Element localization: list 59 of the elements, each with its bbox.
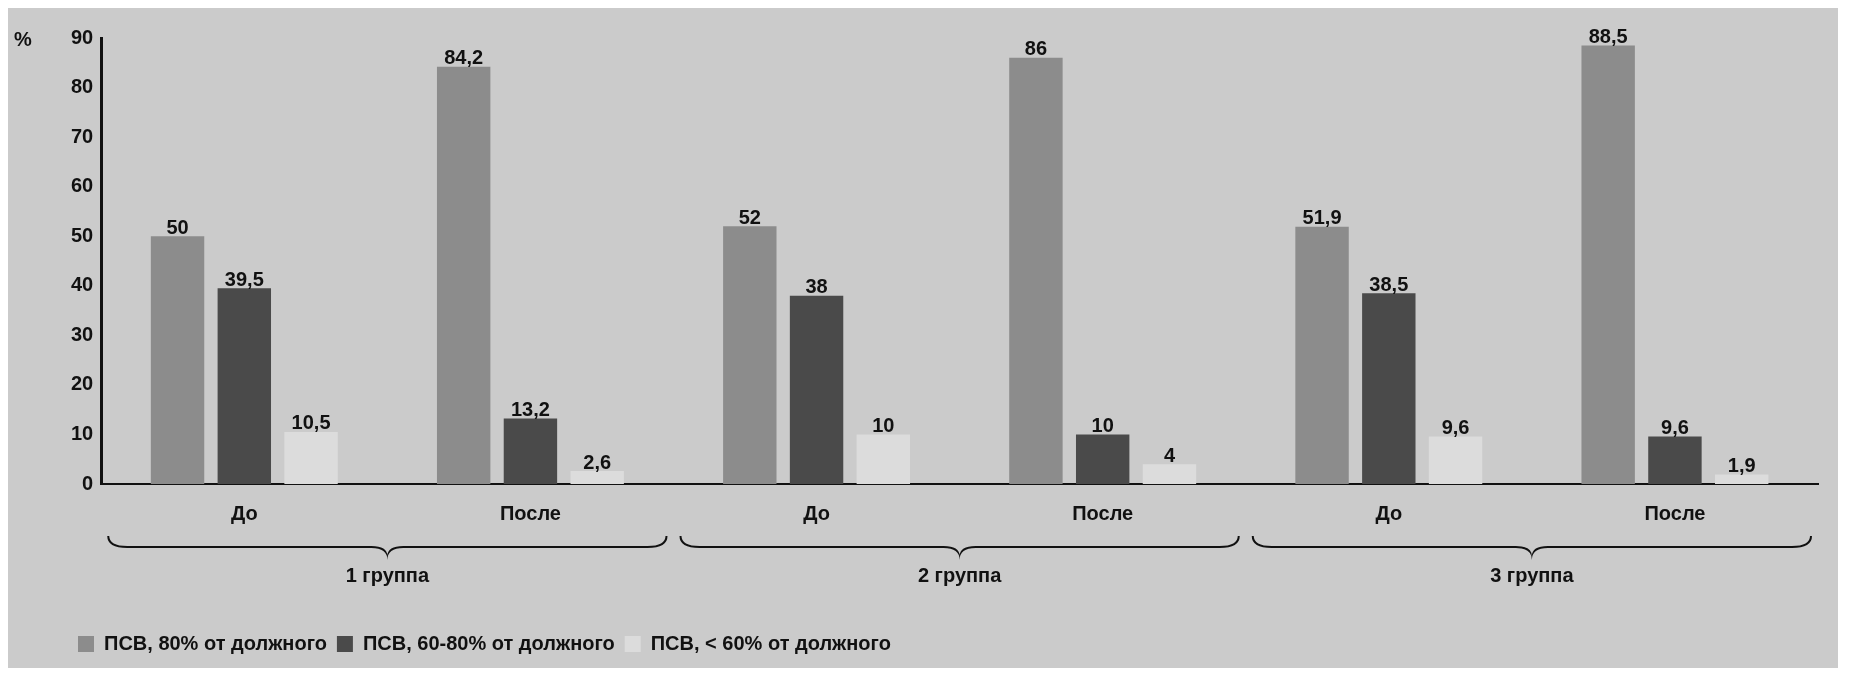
legend-label: ПСВ, 80% от должного — [104, 631, 327, 654]
bar — [1428, 436, 1483, 484]
y-tick-label: 50 — [71, 223, 94, 246]
bar — [856, 434, 911, 484]
data-label: 51,9 — [1302, 206, 1342, 229]
x-tick-label: До — [230, 501, 258, 524]
bar — [570, 471, 624, 484]
bar — [284, 431, 338, 484]
data-label: 52 — [738, 205, 761, 228]
legend-label: ПСВ, 60-80% от должного — [362, 631, 615, 654]
x-tick-label: До — [1375, 501, 1403, 524]
y-tick-label: 30 — [71, 322, 94, 345]
data-label: 4 — [1163, 443, 1176, 466]
bar — [150, 236, 205, 484]
y-tick-label: 10 — [71, 421, 94, 444]
data-label: 9,6 — [1441, 415, 1470, 438]
text: 1 группа — [345, 563, 430, 586]
x-tick-label: После — [1072, 501, 1134, 524]
bar — [1648, 436, 1702, 484]
bar — [789, 295, 844, 484]
x-tick-label: После — [499, 501, 561, 524]
y-tick-label: 40 — [71, 273, 94, 296]
bar — [1075, 434, 1130, 484]
bar — [723, 226, 777, 484]
data-label: 39,5 — [224, 267, 264, 290]
bar — [1715, 474, 1769, 484]
legend-label: ПСВ, < 60% от должного — [650, 631, 891, 654]
bar — [1295, 226, 1349, 484]
data-label: 88,5 — [1588, 24, 1628, 47]
y-tick-label: 90 — [71, 25, 94, 48]
data-label: 10 — [1091, 413, 1114, 436]
data-label: 38,5 — [1369, 272, 1409, 295]
bar — [1009, 57, 1063, 484]
y-tick-label: 0 — [82, 471, 94, 494]
data-label: 9,6 — [1661, 415, 1689, 438]
bar — [1362, 293, 1416, 484]
data-label: 13,2 — [510, 398, 550, 421]
x-tick-label: До — [803, 501, 830, 524]
y-axis-title: % — [14, 27, 32, 50]
data-label: 38 — [805, 275, 828, 298]
bar — [1581, 45, 1635, 484]
data-label: 2,6 — [583, 450, 612, 473]
x-tick-label: После — [1644, 501, 1706, 524]
y-tick-label: 20 — [71, 372, 94, 395]
text: 2 группа — [917, 563, 1003, 586]
data-label: 86 — [1024, 37, 1048, 60]
data-label: 84,2 — [444, 46, 484, 69]
y-tick-label: 60 — [71, 174, 94, 197]
data-label: 10,5 — [291, 411, 331, 434]
text: 3 группа — [1490, 563, 1575, 586]
data-label: 1,9 — [1727, 454, 1756, 477]
data-label: 50 — [166, 215, 189, 238]
bar — [436, 66, 491, 484]
y-tick-label: 80 — [71, 75, 94, 98]
bar — [503, 418, 558, 484]
bar — [1142, 464, 1197, 484]
data-label: 10 — [872, 413, 895, 436]
y-tick-label: 70 — [71, 124, 94, 147]
bar — [217, 288, 272, 484]
